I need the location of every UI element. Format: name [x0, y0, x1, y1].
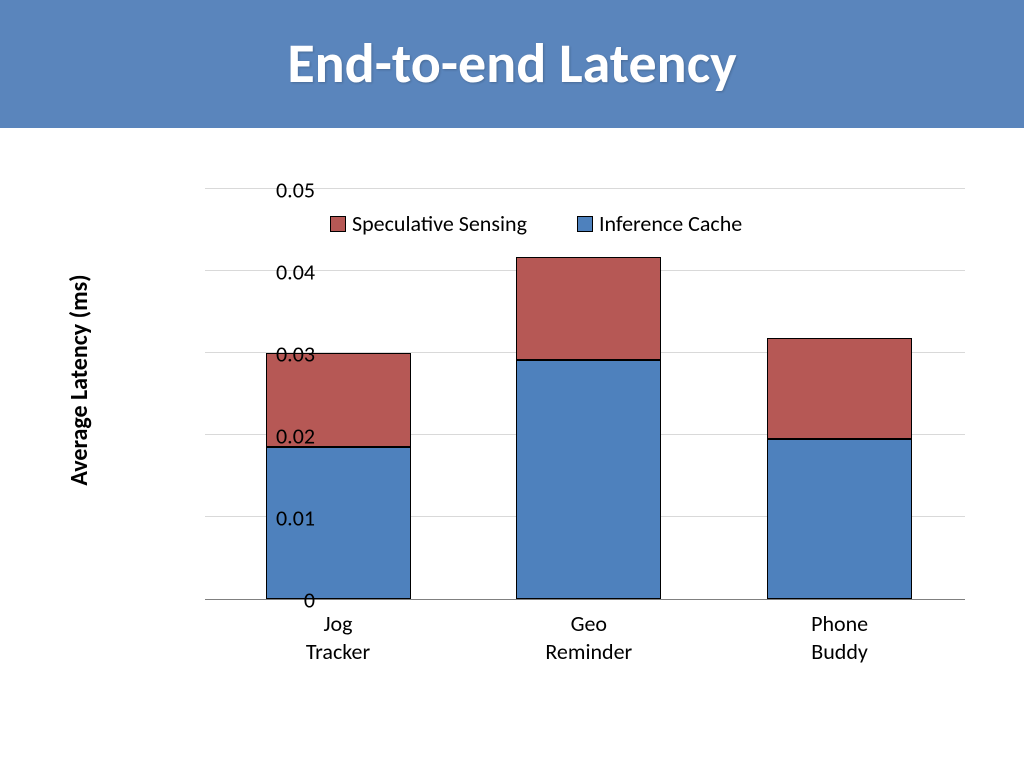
bar-segment-speculative	[767, 338, 912, 439]
bar-group	[516, 257, 661, 599]
legend-item-speculative: Speculative Sensing	[330, 210, 527, 237]
legend-swatch-speculative	[330, 216, 346, 232]
legend-label-speculative: Speculative Sensing	[352, 210, 527, 237]
legend-item-inference: Inference Cache	[577, 210, 742, 237]
y-tick-label: 0.05	[215, 177, 315, 204]
legend-label-inference: Inference Cache	[599, 210, 742, 237]
page-title: End-to-end Latency	[287, 30, 736, 98]
latency-chart: Average Latency (ms) Speculative Sensing…	[90, 180, 970, 720]
legend-swatch-inference	[577, 216, 593, 232]
x-tick-label: GeoReminder	[489, 610, 689, 665]
title-header: End-to-end Latency	[0, 0, 1024, 130]
y-tick-label: 0.01	[215, 505, 315, 532]
bar-segment-inference	[516, 360, 661, 599]
bar-group	[767, 338, 912, 599]
bar-group	[266, 353, 411, 599]
x-tick-label: JogTracker	[238, 610, 438, 665]
legend: Speculative Sensing Inference Cache	[330, 210, 742, 237]
plot-area	[205, 190, 965, 600]
bar-segment-speculative	[516, 257, 661, 360]
y-tick-label: 0.02	[215, 423, 315, 450]
y-tick-label: 0.03	[215, 341, 315, 368]
bar-segment-inference	[767, 439, 912, 599]
y-axis-label: Average Latency (ms)	[65, 274, 94, 485]
x-tick-label: PhoneBuddy	[740, 610, 940, 665]
gridline	[205, 188, 965, 189]
y-tick-label: 0.04	[215, 259, 315, 286]
